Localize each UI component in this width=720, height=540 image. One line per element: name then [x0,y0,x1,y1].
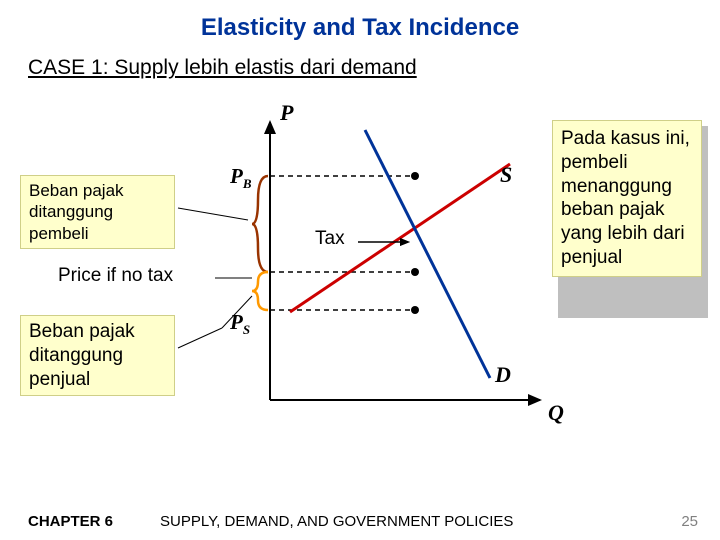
footer-title: SUPPLY, DEMAND, AND GOVERNMENT POLICIES [160,513,513,530]
price-no-tax-label: Price if no tax [58,265,173,287]
demand-label: D [495,362,511,388]
page-number: 25 [681,513,698,530]
seller-burden-label: Beban pajak ditanggung penjual [20,315,175,396]
buyer-burden-label: Beban pajak ditanggung pembeli [20,175,175,249]
axis-label-q: Q [548,400,564,426]
axis-label-p: P [280,100,293,126]
supply-label: S [500,162,512,188]
tax-label: Tax [315,228,345,250]
price-buyer-label: PB [230,164,252,192]
price-seller-label: PS [230,310,250,338]
slide-title: Elasticity and Tax Incidence [0,0,720,42]
explanation-note: Pada kasus ini, pembeli menanggung beban… [552,120,702,277]
pb-text: P [230,164,243,188]
diagram-stage: Beban pajak ditanggung pembeli Price if … [0,100,720,500]
case-subtitle: CASE 1: Supply lebih elastis dari demand [0,42,720,80]
ps-sub: S [243,322,250,337]
chapter-label: CHAPTER 6 [28,513,113,530]
ps-text: P [230,310,243,334]
pb-sub: B [243,176,252,191]
